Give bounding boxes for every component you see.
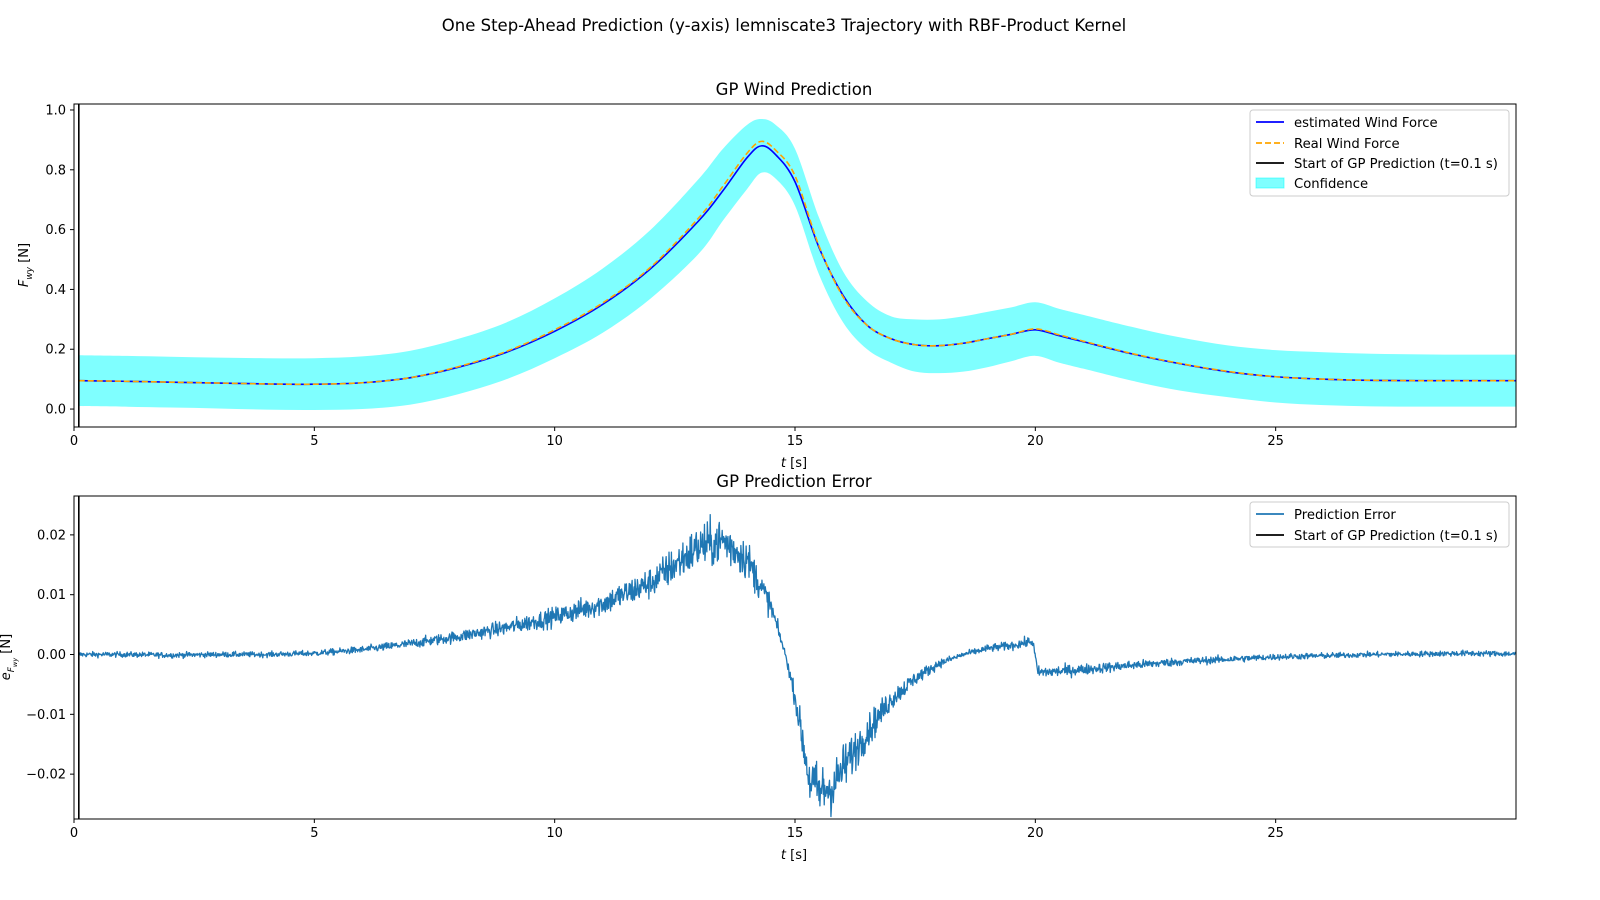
wind-legend-box bbox=[1249, 109, 1510, 197]
error-ytick-label: 0.01 bbox=[37, 588, 66, 603]
wind-ytick-label: 1.0 bbox=[45, 103, 66, 118]
wind-xtick-label: 10 bbox=[546, 434, 563, 449]
wind-xtick-label: 25 bbox=[1267, 434, 1284, 449]
error-xtick-label: 0 bbox=[70, 826, 78, 841]
error-axes: GP Prediction Error 0 5 10 15 20 25 −0.02 −0.01… bbox=[0, 472, 1517, 863]
wind-xtick-label: 15 bbox=[787, 434, 804, 449]
legend-real-label: Real Wind Force bbox=[1294, 137, 1400, 152]
legend-estimated-label: estimated Wind Force bbox=[1294, 116, 1438, 131]
error-ytick-label: −0.01 bbox=[26, 708, 66, 723]
legend-confidence-label: Confidence bbox=[1294, 177, 1368, 192]
wind-ytick-label: 0.8 bbox=[45, 163, 66, 178]
figure-suptitle: One Step-Ahead Prediction (y-axis) lemni… bbox=[442, 16, 1126, 35]
wind-prediction-axes: GP Wind Prediction 0 5 10 15 20 25 0.0 0.2 0.4 0.… bbox=[17, 80, 1517, 471]
error-xlabel: t [s] bbox=[781, 848, 807, 863]
legend-start-label: Start of GP Prediction (t=0.1 s) bbox=[1294, 157, 1498, 172]
wind-ytick-label: 0.0 bbox=[45, 403, 66, 418]
error-ylabel: eFwy [N] bbox=[0, 634, 19, 680]
wind-xtick-label: 5 bbox=[310, 434, 318, 449]
error-xtick-label: 5 bbox=[310, 826, 318, 841]
wind-xlabel: t [s] bbox=[781, 456, 807, 471]
error-xtick-label: 20 bbox=[1027, 826, 1044, 841]
error-xtick-label: 15 bbox=[787, 826, 804, 841]
wind-ytick-label: 0.2 bbox=[45, 343, 66, 358]
wind-ylabel: Fwy [N] bbox=[17, 243, 35, 287]
wind-ytick-label: 0.6 bbox=[45, 223, 66, 238]
wind-ytick-label: 0.4 bbox=[45, 283, 66, 298]
wind-xtick-label: 20 bbox=[1027, 434, 1044, 449]
wind-legend: estimated Wind Force Real Wind Force Sta… bbox=[1249, 109, 1510, 197]
legend-error-start-label: Start of GP Prediction (t=0.1 s) bbox=[1294, 529, 1498, 544]
legend-error-label: Prediction Error bbox=[1294, 508, 1396, 523]
error-ytick-label: 0.00 bbox=[37, 648, 66, 663]
error-legend-box bbox=[1249, 501, 1510, 548]
wind-chart-title: GP Wind Prediction bbox=[716, 80, 873, 99]
error-xtick-label: 25 bbox=[1267, 826, 1284, 841]
error-xtick-label: 10 bbox=[546, 826, 563, 841]
real-wind-force-line bbox=[78, 140, 1516, 386]
error-chart-title: GP Prediction Error bbox=[716, 472, 872, 491]
legend-confidence-swatch bbox=[1255, 177, 1285, 189]
error-ytick-label: 0.02 bbox=[37, 528, 66, 543]
error-ytick-label: −0.02 bbox=[26, 768, 66, 783]
wind-xtick-label: 0 bbox=[70, 434, 78, 449]
confidence-band bbox=[78, 118, 1516, 410]
error-legend: Prediction Error Start of GP Prediction … bbox=[1249, 501, 1510, 548]
prediction-error-line bbox=[78, 514, 1516, 818]
